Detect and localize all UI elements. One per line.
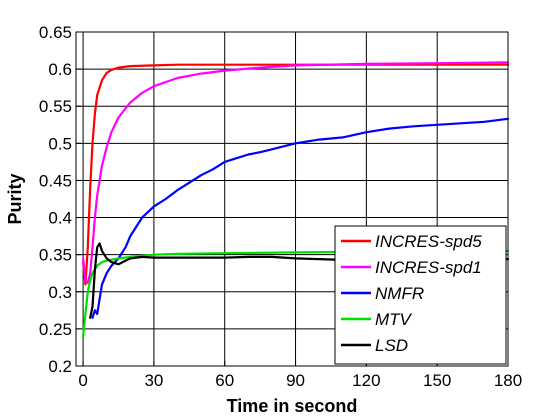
y-tick-label: 0.55 xyxy=(39,97,72,116)
plot-frame xyxy=(75,31,509,367)
legend: INCRES-spd5 INCRES-spd1 NMFR MTV LSD xyxy=(334,225,507,365)
legend-label: MTV xyxy=(375,310,413,329)
x-tick-label: 150 xyxy=(423,371,451,390)
legend-label: INCRES-spd5 xyxy=(375,232,482,251)
series-line-lsd xyxy=(89,242,510,319)
legend-label: INCRES-spd1 xyxy=(375,258,482,277)
series-line-mtv xyxy=(81,249,510,338)
x-tick-label: 30 xyxy=(144,371,163,390)
x-tick-label: 180 xyxy=(494,371,522,390)
y-axis-title: Purity xyxy=(5,173,25,224)
x-tick-label: 90 xyxy=(286,371,305,390)
x-tick-label: 120 xyxy=(352,371,380,390)
y-tick-label: 0.4 xyxy=(48,209,72,228)
legend-box xyxy=(334,225,507,365)
legend-label: LSD xyxy=(375,336,408,355)
y-tick-label: 0.25 xyxy=(39,320,72,339)
series-line-nmfr xyxy=(91,117,510,319)
y-tick-label: 0.45 xyxy=(39,171,72,190)
axis-ticks: 0 30 60 90 120 150 180 0.2 0.25 0.3 0.35 0.4 0.45 0.5… xyxy=(39,23,522,390)
x-axis-title: Time in second xyxy=(227,396,358,416)
series-lines xyxy=(81,61,510,338)
x-tick-label: 60 xyxy=(215,371,234,390)
series-line-incres-spd1 xyxy=(81,61,510,284)
y-tick-label: 0.2 xyxy=(48,357,72,376)
x-tick-label: 0 xyxy=(78,371,87,390)
y-tick-label: 0.3 xyxy=(48,283,72,302)
y-tick-label: 0.65 xyxy=(39,23,72,42)
y-tick-label: 0.6 xyxy=(48,60,72,79)
legend-label: NMFR xyxy=(375,284,424,303)
y-tick-label: 0.35 xyxy=(39,246,72,265)
y-tick-label: 0.5 xyxy=(48,134,72,153)
